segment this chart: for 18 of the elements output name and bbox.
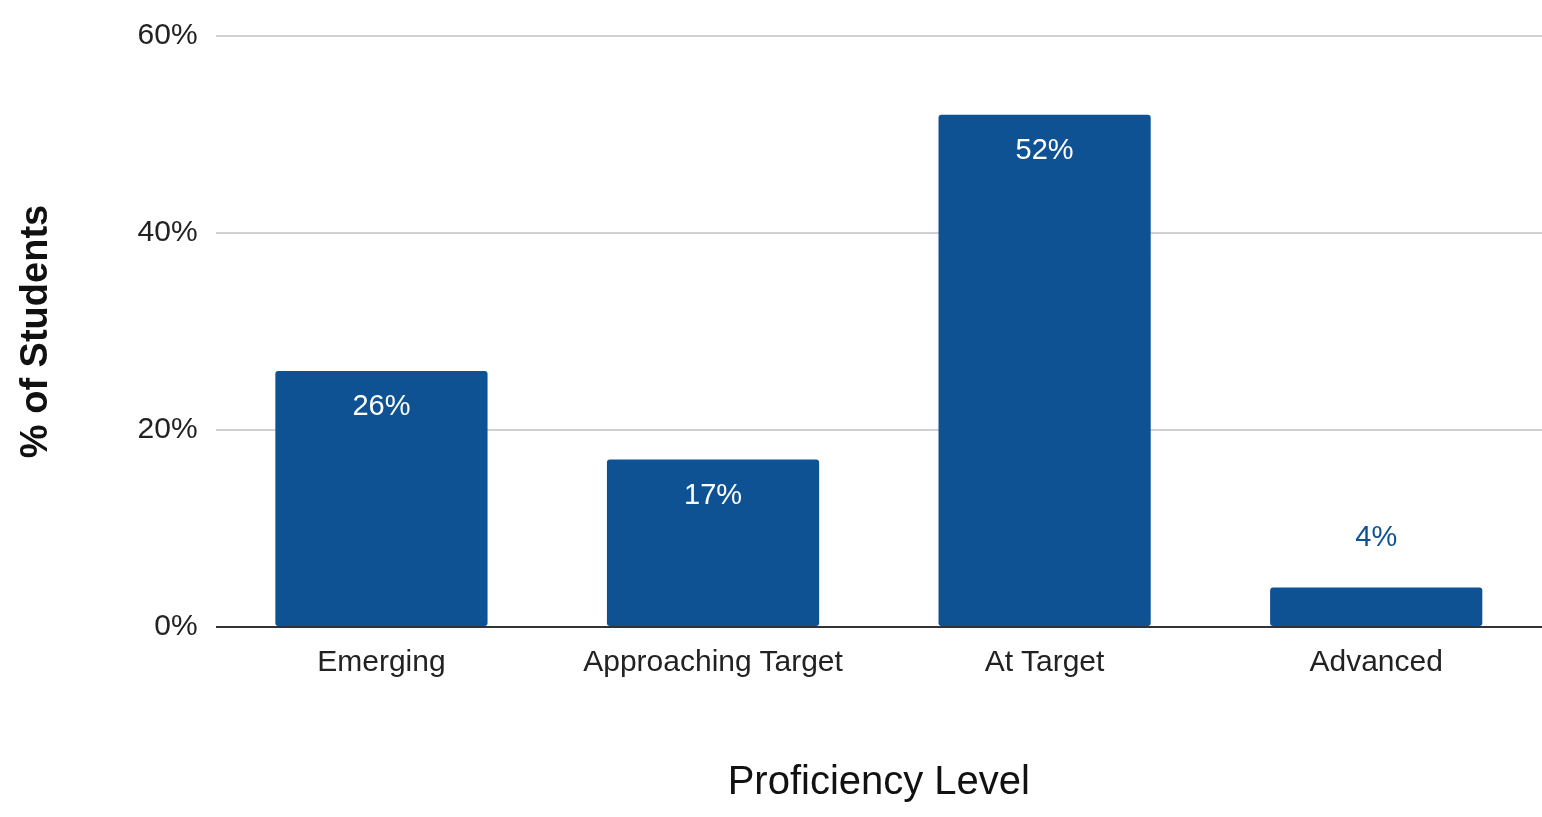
y-tick-label: 0% (154, 608, 198, 642)
x-tick-label: Emerging (317, 644, 446, 678)
bar (1270, 587, 1483, 626)
x-tick-label: Advanced (1309, 644, 1443, 678)
y-axis-title: % of Students (13, 204, 56, 459)
x-axis-title: Proficiency Level (727, 758, 1031, 803)
x-tick-label: At Target (984, 644, 1106, 678)
bar (275, 370, 488, 626)
x-tick-label: Approaching Target (583, 644, 844, 678)
data-label: 26% (352, 388, 411, 421)
bar (938, 114, 1151, 626)
y-tick-label: 40% (137, 214, 198, 248)
data-label: 17% (684, 477, 743, 510)
y-tick-label: 20% (137, 411, 198, 445)
y-tick-label: 60% (137, 17, 198, 51)
bar (606, 459, 820, 626)
data-label: 4% (1355, 519, 1398, 552)
data-label: 52% (1015, 132, 1074, 165)
